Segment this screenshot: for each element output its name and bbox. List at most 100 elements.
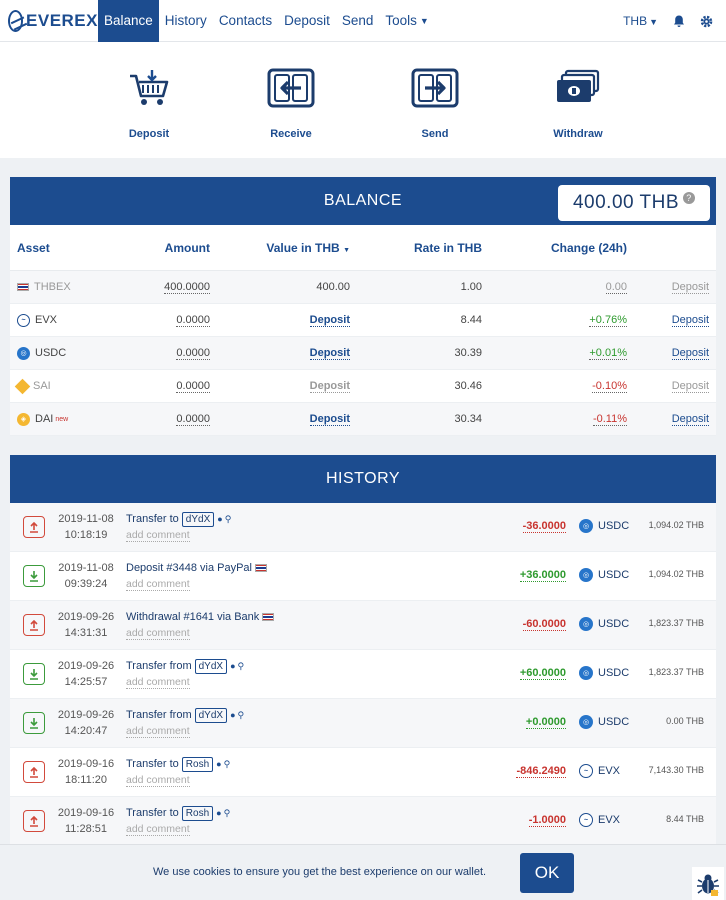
col-amount[interactable]: Amount — [164, 240, 210, 255]
add-comment-link[interactable]: add comment — [126, 774, 190, 787]
evx-coin-icon: ~ — [17, 313, 30, 327]
search-icon[interactable]: ⚲ — [237, 710, 245, 720]
value-cell[interactable]: Deposit — [309, 413, 350, 426]
tx-datetime: 2019-09-16 18:11:20 — [57, 758, 115, 786]
change-cell[interactable]: +0.76% — [589, 314, 627, 327]
outgoing-icon — [23, 516, 45, 538]
tx-amount[interactable]: +60.0000 — [519, 667, 566, 680]
change-cell[interactable]: -0.10% — [592, 380, 627, 393]
tx-coin: ◎ USDC — [579, 519, 629, 533]
withdraw-action[interactable]: Withdraw — [533, 66, 623, 140]
tx-amount[interactable]: +0.0000 — [525, 716, 566, 729]
asset-cell: ◈ DAI new — [10, 412, 132, 426]
nav-item-balance[interactable]: Balance — [98, 0, 159, 42]
top-nav: EVEREX Balance History Contacts Deposit … — [0, 0, 726, 42]
search-icon[interactable]: ⚲ — [223, 759, 231, 769]
deposit-link[interactable]: Deposit — [671, 281, 709, 294]
history-row[interactable]: 2019-09-16 18:11:20 Transfer to Rosh ● ⚲ add c… — [10, 748, 716, 797]
add-comment-link[interactable]: add comment — [126, 578, 190, 591]
deposit-link[interactable]: Deposit — [671, 380, 709, 393]
help-icon[interactable]: ? — [683, 192, 696, 204]
amount-cell[interactable]: 0.0000 — [176, 413, 210, 426]
nav-item-tools[interactable]: Tools ▼ — [385, 13, 429, 28]
rate-cell: 8.44 — [460, 314, 482, 326]
tx-description: Transfer from dYdX ● ⚲ add comment — [126, 659, 245, 689]
nav-item-deposit[interactable]: Deposit — [284, 13, 330, 28]
amount-cell[interactable]: 0.0000 — [176, 314, 210, 327]
tx-amount[interactable]: -60.0000 — [522, 618, 566, 631]
user-icon[interactable]: ● — [216, 808, 222, 818]
contact-tag[interactable]: dYdX — [194, 659, 228, 674]
withdraw-action-label: Withdraw — [553, 128, 603, 140]
history-row[interactable]: 2019-09-16 11:28:51 Transfer to Rosh ● ⚲ add c… — [10, 797, 716, 846]
contact-tag[interactable]: dYdX — [194, 708, 228, 723]
nav-item-contacts[interactable]: Contacts — [218, 13, 273, 28]
user-icon[interactable]: ● — [216, 759, 222, 769]
search-icon[interactable]: ⚲ — [223, 808, 231, 818]
deposit-link[interactable]: Deposit — [671, 314, 709, 327]
tx-amount[interactable]: -36.0000 — [522, 520, 566, 533]
balance-row: THBEX 400.0000 400.00 1.00 0.00 Deposit — [10, 271, 716, 304]
history-row[interactable]: 2019-09-26 14:25:57 Transfer from dYdX ● ⚲ add… — [10, 650, 716, 699]
col-change[interactable]: Change (24h) — [550, 240, 627, 255]
change-cell[interactable]: -0.11% — [592, 413, 627, 426]
history-row[interactable]: 2019-11-08 09:39:24 Deposit #3448 via PayP… — [10, 552, 716, 601]
bell-icon[interactable] — [672, 14, 686, 28]
contact-tag[interactable]: Rosh — [181, 757, 214, 772]
history-row[interactable]: 2019-09-26 14:20:47 Transfer from dYdX ● ⚲ add… — [10, 699, 716, 748]
user-icon[interactable]: ● — [217, 514, 223, 524]
history-row[interactable]: 2019-11-08 10:18:19 Transfer to dYdX ● ⚲ add c… — [10, 503, 716, 552]
tx-amount[interactable]: -1.0000 — [528, 814, 566, 827]
total-balance: 400.00 THB ? — [558, 185, 710, 221]
search-icon[interactable]: ⚲ — [224, 514, 232, 524]
contact-tag[interactable]: dYdX — [181, 512, 215, 527]
caret-down-icon: ▼ — [649, 17, 658, 27]
deposit-link[interactable]: Deposit — [671, 413, 709, 426]
logo[interactable]: EVEREX — [0, 9, 98, 32]
receive-phone-icon — [246, 66, 336, 110]
nav-item-send[interactable]: Send — [341, 13, 374, 28]
nav-item-history[interactable]: History — [164, 13, 207, 28]
add-comment-link[interactable]: add comment — [126, 676, 190, 689]
value-cell: 400.00 — [316, 281, 350, 293]
usdc-coin-icon: ◎ — [579, 666, 593, 680]
add-comment-link[interactable]: add comment — [126, 823, 190, 836]
add-comment-link[interactable]: add comment — [126, 725, 190, 738]
cookie-ok-button[interactable]: OK — [520, 853, 574, 893]
user-icon[interactable]: ● — [230, 710, 236, 720]
tx-coin: ◎ USDC — [579, 715, 629, 729]
history-row[interactable]: 2019-09-26 14:31:31 Withdrawal #1641 via B… — [10, 601, 716, 650]
tx-amount[interactable]: +36.0000 — [519, 569, 566, 582]
col-rate[interactable]: Rate in THB — [413, 240, 482, 255]
send-action[interactable]: Send — [390, 66, 480, 140]
add-comment-link[interactable]: add comment — [126, 529, 190, 542]
col-value[interactable]: Value in THB ▼ — [266, 240, 350, 255]
amount-cell[interactable]: 400.0000 — [164, 281, 210, 294]
contact-tag[interactable]: Rosh — [181, 806, 214, 821]
bug-report-icon[interactable] — [692, 867, 724, 900]
tx-amount[interactable]: -846.2490 — [516, 765, 566, 778]
receive-action[interactable]: Receive — [246, 66, 336, 140]
rate-cell: 30.34 — [454, 413, 482, 425]
deposit-link[interactable]: Deposit — [671, 347, 709, 360]
col-asset[interactable]: Asset — [17, 240, 50, 255]
incoming-icon — [23, 663, 45, 685]
user-icon[interactable]: ● — [230, 661, 236, 671]
amount-cell[interactable]: 0.0000 — [176, 380, 210, 393]
usdc-coin-icon: ◎ — [579, 568, 593, 582]
add-comment-link[interactable]: add comment — [126, 627, 190, 640]
value-cell[interactable]: Deposit — [309, 347, 350, 360]
amount-cell[interactable]: 0.0000 — [176, 347, 210, 360]
currency-selector[interactable]: THB ▼ — [623, 14, 658, 28]
tx-value: 1,823.37 THB — [648, 618, 704, 628]
evx-coin-icon: ~ — [579, 813, 593, 827]
deposit-action[interactable]: Deposit — [104, 66, 194, 140]
tx-value: 1,823.37 THB — [648, 667, 704, 677]
change-cell[interactable]: 0.00 — [605, 281, 627, 294]
value-cell[interactable]: Deposit — [309, 380, 350, 393]
search-icon[interactable]: ⚲ — [237, 661, 245, 671]
history-card: HISTORY 2019-11-08 10:18:19 Transfer to dYd… — [10, 455, 716, 846]
gear-icon[interactable] — [699, 14, 713, 28]
change-cell[interactable]: +0.01% — [589, 347, 627, 360]
value-cell[interactable]: Deposit — [309, 314, 350, 327]
